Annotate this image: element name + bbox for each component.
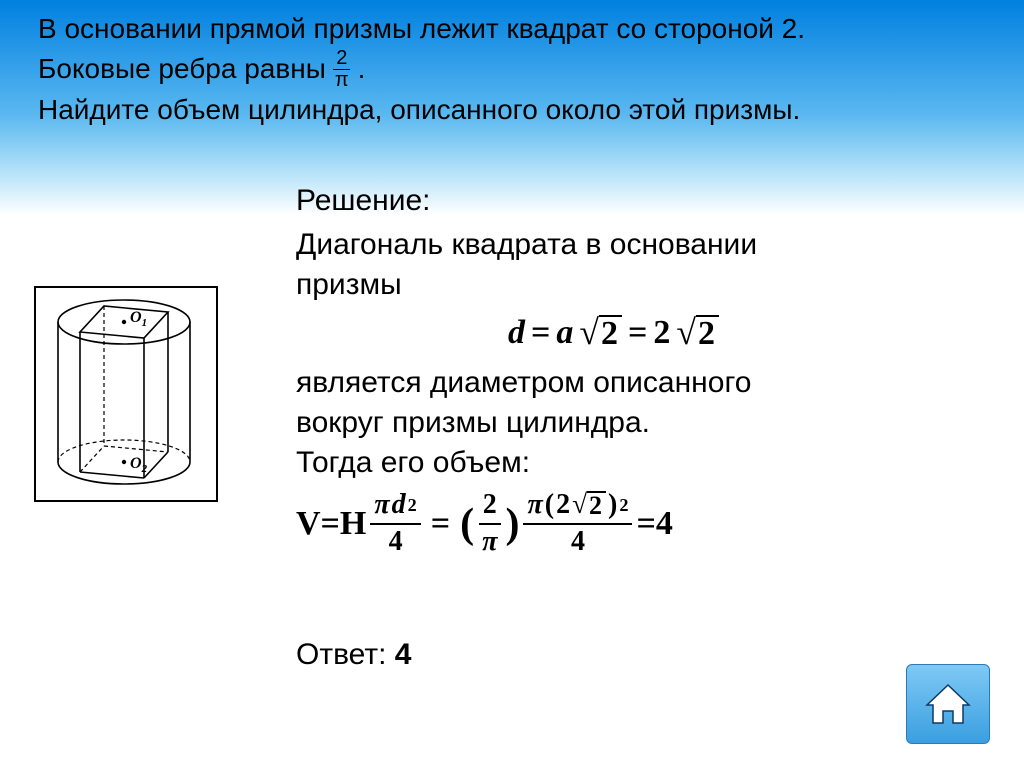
formula-v-f3-sq: 2 [619,495,628,515]
formula-v-f3-pi: π [527,490,542,521]
formula-diagonal: d = a √2 = 2 √2 [508,314,719,352]
formula-v-f3-open: ( [545,490,554,521]
o2-label: O2 [130,455,148,475]
formula-v-f3-two: 2 [556,490,570,521]
formula-d-var: d [508,314,525,352]
prism-svg: O1 O2 [36,288,212,496]
formula-v-f3-den: 4 [567,525,589,558]
answer-label: Ответ: [296,638,395,671]
problem-line-3: Найдите объем цилиндра, описанного около… [38,91,998,129]
formula-v-f3-close: ) [608,490,617,521]
slide: В основании прямой призмы лежит квадрат … [0,0,1024,768]
formula-v-lparen: ( [460,500,474,548]
formula-d-sqrt-1: √2 [579,315,622,351]
home-icon [921,679,975,729]
problem-line-2-suffix: . [358,50,366,88]
problem-fraction-den: π [332,70,352,91]
formula-v-frac2-den: π [478,525,501,558]
formula-v-rparen: ) [505,500,519,548]
prism-diagram: O1 O2 [34,286,218,502]
answer: Ответ: 4 [296,638,411,672]
solution-text-5: Тогда его объем: [296,446,530,480]
solution-text-4: вокруг призмы цилиндра. [296,406,650,440]
formula-d-a: a [556,314,573,352]
solution-text-2: призмы [296,268,402,302]
formula-v-vh: V=H [296,505,366,543]
formula-v-d: d [392,490,406,521]
problem-fraction: 2 π [332,48,352,91]
problem-line-2-prefix: Боковые ребра равны [38,50,326,88]
formula-d-two: 2 [653,314,670,352]
formula-v-pi: π [374,490,389,521]
formula-v-frac2: 2 π [478,490,501,558]
problem-statement: В основании прямой призмы лежит квадрат … [38,10,998,129]
answer-value: 4 [395,638,412,671]
home-button[interactable] [906,664,990,744]
solution-text-1: Диагональ квадрата в основании [296,228,757,262]
formula-v-f3-sqrt: √2 [572,491,606,519]
problem-fraction-num: 2 [333,48,350,70]
formula-v-eq1: = [431,505,450,543]
formula-v-frac2-num: 2 [479,490,501,525]
problem-line-2: Боковые ребра равны 2 π . [38,48,998,91]
problem-line-1: В основании прямой призмы лежит квадрат … [38,10,998,48]
formula-d-eq1: = [531,314,550,352]
solution-heading: Решение: [296,184,430,218]
solution-text-3: является диаметром описанного [296,366,751,400]
o1-label: O1 [130,309,147,329]
formula-v-eq2: =4 [636,505,672,543]
formula-d-sqrt-2: √2 [676,315,719,351]
formula-volume: V=H πd2 4 = ( 2 π ) π(2√2)2 4 =4 [296,490,673,558]
formula-d-eq2: = [628,314,647,352]
formula-v-four: 4 [385,525,407,558]
formula-v-frac3: π(2√2)2 4 [523,490,632,558]
formula-v-frac1: πd2 4 [370,490,420,558]
formula-v-sq: 2 [408,495,417,515]
